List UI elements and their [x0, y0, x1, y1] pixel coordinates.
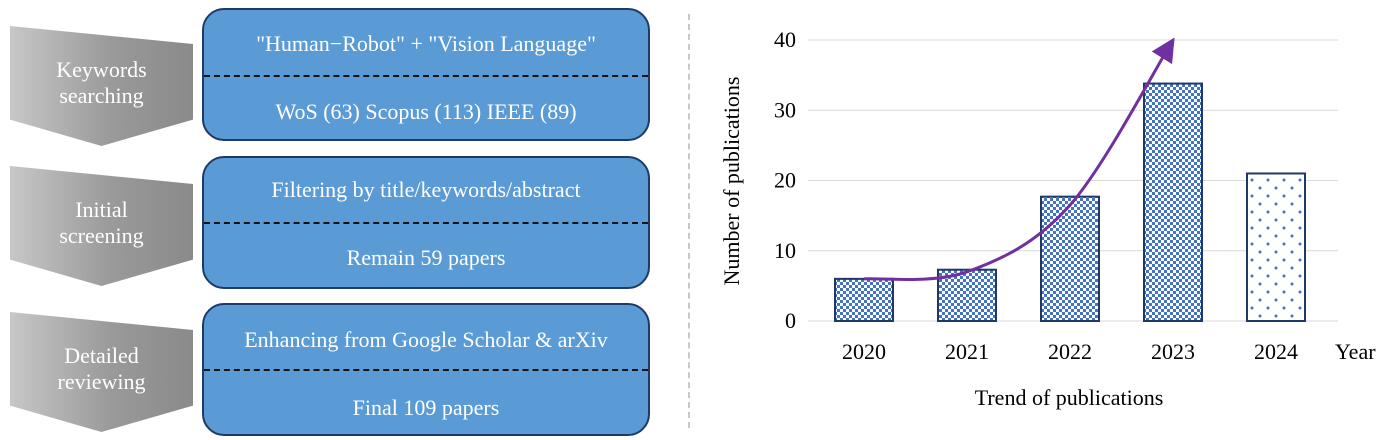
- y-tick-label: 10: [774, 238, 796, 263]
- stage-box-keywords-searching: "Human−Robot" + "Vision Language" WoS (6…: [202, 8, 650, 141]
- y-tick-label: 40: [774, 27, 796, 52]
- y-axis-label: Number of publications: [719, 77, 744, 286]
- chevron-label-line: searching: [59, 83, 144, 108]
- stage-chevron-initial-screening: Initial screening: [10, 166, 193, 286]
- x-tick-label: 2021: [945, 339, 989, 364]
- stage-box-filter: Filtering by title/keywords/abstract: [271, 177, 581, 202]
- stage-box-final: Final 109 papers: [352, 395, 500, 420]
- chevron-label-line: screening: [59, 223, 144, 248]
- stage-chevron-keywords-searching: Keywords searching: [10, 26, 193, 146]
- chevron-label-line: Initial: [75, 197, 128, 222]
- x-axis-label: Year: [1335, 339, 1376, 364]
- bar-2024: [1246, 172, 1306, 322]
- chevron-label-line: Keywords: [56, 57, 147, 82]
- x-tick-label: 2022: [1048, 339, 1092, 364]
- stage-box-query: "Human−Robot" + "Vision Language": [256, 31, 596, 56]
- chart-caption: Trend of publications: [975, 385, 1164, 410]
- bar-2022: [1040, 195, 1100, 322]
- x-tick-label: 2023: [1151, 339, 1195, 364]
- stage-box-divider: [204, 75, 648, 77]
- chevron-label-line: Detailed: [64, 343, 139, 368]
- y-tick-label: 30: [774, 97, 796, 122]
- bar-2023: [1143, 82, 1203, 323]
- x-tick-label: 2020: [842, 339, 886, 364]
- bar-2021: [937, 268, 997, 322]
- stage-box-initial-screening: Filtering by title/keywords/abstract Rem…: [202, 156, 650, 289]
- y-tick-label: 20: [774, 168, 796, 193]
- stage-box-detailed-reviewing: Enhancing from Google Scholar & arXiv Fi…: [202, 303, 650, 436]
- stage-chevron-detailed-reviewing: Detailed reviewing: [10, 312, 193, 432]
- trend-arrow: [863, 37, 1175, 281]
- stage-box-remaining: Remain 59 papers: [346, 245, 506, 270]
- panel-separator: [688, 14, 690, 428]
- x-tick-label: 2024: [1254, 339, 1298, 364]
- chevron-label-line: reviewing: [57, 369, 146, 394]
- bar-2020: [834, 277, 894, 323]
- stage-box-divider: [204, 369, 648, 371]
- stage-box-enhancing: Enhancing from Google Scholar & arXiv: [244, 327, 608, 352]
- stage-box-divider: [204, 222, 648, 224]
- stage-box-counts: WoS (63) Scopus (113) IEEE (89): [275, 99, 577, 124]
- y-tick-label: 0: [785, 308, 796, 333]
